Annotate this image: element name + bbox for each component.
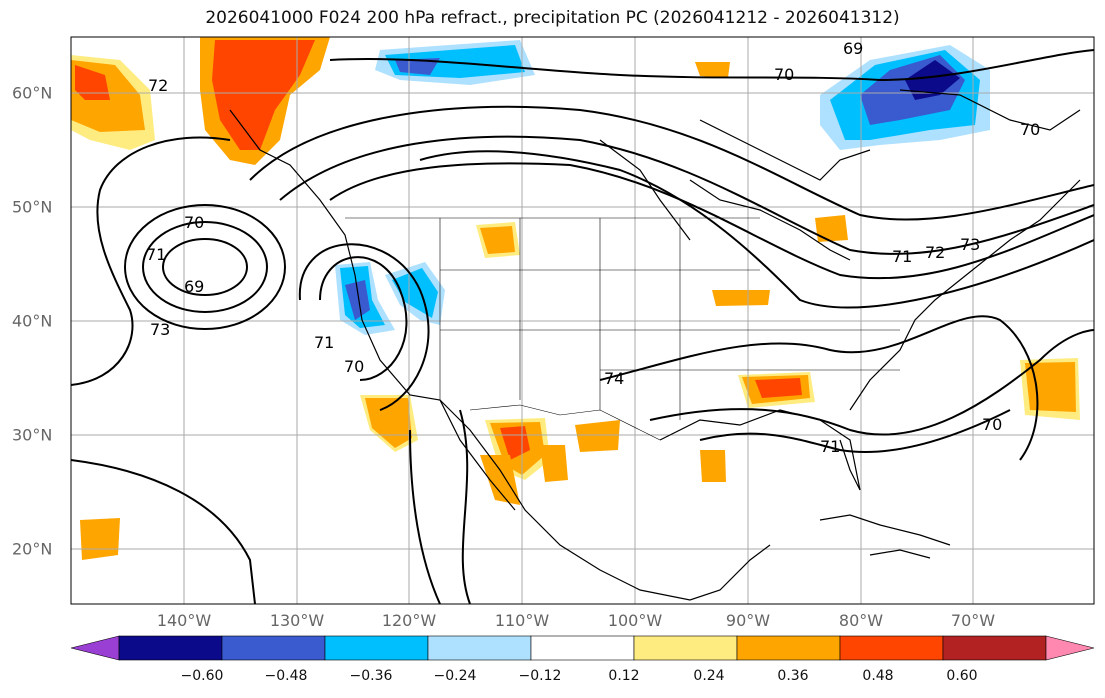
colorbar-tick-label: 0.12 <box>608 668 640 684</box>
lat-label: 60°N <box>12 83 53 103</box>
contour-label: 71 <box>146 245 166 264</box>
colorbar-segment <box>221 635 326 661</box>
lon-label: 90°W <box>725 611 771 630</box>
borders <box>345 217 900 441</box>
contour-label: 71 <box>314 333 334 352</box>
colorbar-segment <box>633 635 738 661</box>
colorbar-segment <box>324 635 429 661</box>
colorbar-segment <box>942 635 1047 661</box>
contour-label: 72 <box>148 76 168 95</box>
colorbar-segment <box>427 635 532 661</box>
lon-label: 140°W <box>156 611 212 630</box>
colorbar-tick-label: 0.36 <box>777 668 809 684</box>
contour-label: 70 <box>982 415 1002 434</box>
colorbar-tick-label: −0.60 <box>180 668 224 684</box>
contour-label-group: 70 69 71 72 73 71 70 74 70 69 71 72 73 7… <box>146 39 1040 456</box>
contour-label: 69 <box>184 277 204 296</box>
contour-label: 70 <box>344 357 364 376</box>
colorbar-segment <box>736 635 841 661</box>
colorbar-tick-label: −0.48 <box>264 668 308 684</box>
lon-label: 100°W <box>607 611 663 630</box>
lat-label: 50°N <box>12 197 53 217</box>
colorbar <box>70 635 1095 661</box>
colorbar-extend-high <box>1045 635 1095 661</box>
map-frame <box>70 36 1095 605</box>
contour-label: 71 <box>820 437 840 456</box>
contour-label: 71 <box>892 247 912 266</box>
refractivity-contours <box>71 49 1094 604</box>
lon-label: 130°W <box>269 611 325 630</box>
contour-label: 72 <box>925 243 945 262</box>
contour-label: 73 <box>150 320 170 339</box>
contour-label: 70 <box>1020 120 1040 139</box>
lat-label: 30°N <box>12 425 53 445</box>
lon-label: 120°W <box>381 611 437 630</box>
contour-label: 74 <box>604 369 624 388</box>
lat-label: 40°N <box>12 311 53 331</box>
lon-label: 110°W <box>494 611 550 630</box>
colorbar-tick-label: −0.12 <box>518 668 562 684</box>
colorbar-tick-label: 0.60 <box>946 668 978 684</box>
contour-label: 70 <box>774 65 794 84</box>
lat-label: 20°N <box>12 539 53 559</box>
graticule <box>71 37 1094 604</box>
colorbar-extend-low <box>70 635 120 661</box>
colorbar-tick-label: 0.48 <box>862 668 894 684</box>
contour-label: 73 <box>960 235 980 254</box>
colorbar-segment <box>839 635 944 661</box>
chart-title: 2026041000 F024 200 hPa refract., precip… <box>205 8 900 28</box>
lon-label: 80°W <box>838 611 884 630</box>
colorbar-tick-label: 0.24 <box>693 668 725 684</box>
colorbar-segment <box>530 635 635 661</box>
colorbar-segment <box>118 635 223 661</box>
lon-label: 70°W <box>950 611 996 630</box>
colorbar-tick-label: −0.36 <box>349 668 393 684</box>
colorbar-tick-label: −0.24 <box>433 668 477 684</box>
contour-label: 70 <box>184 213 204 232</box>
contour-label: 69 <box>843 39 863 58</box>
